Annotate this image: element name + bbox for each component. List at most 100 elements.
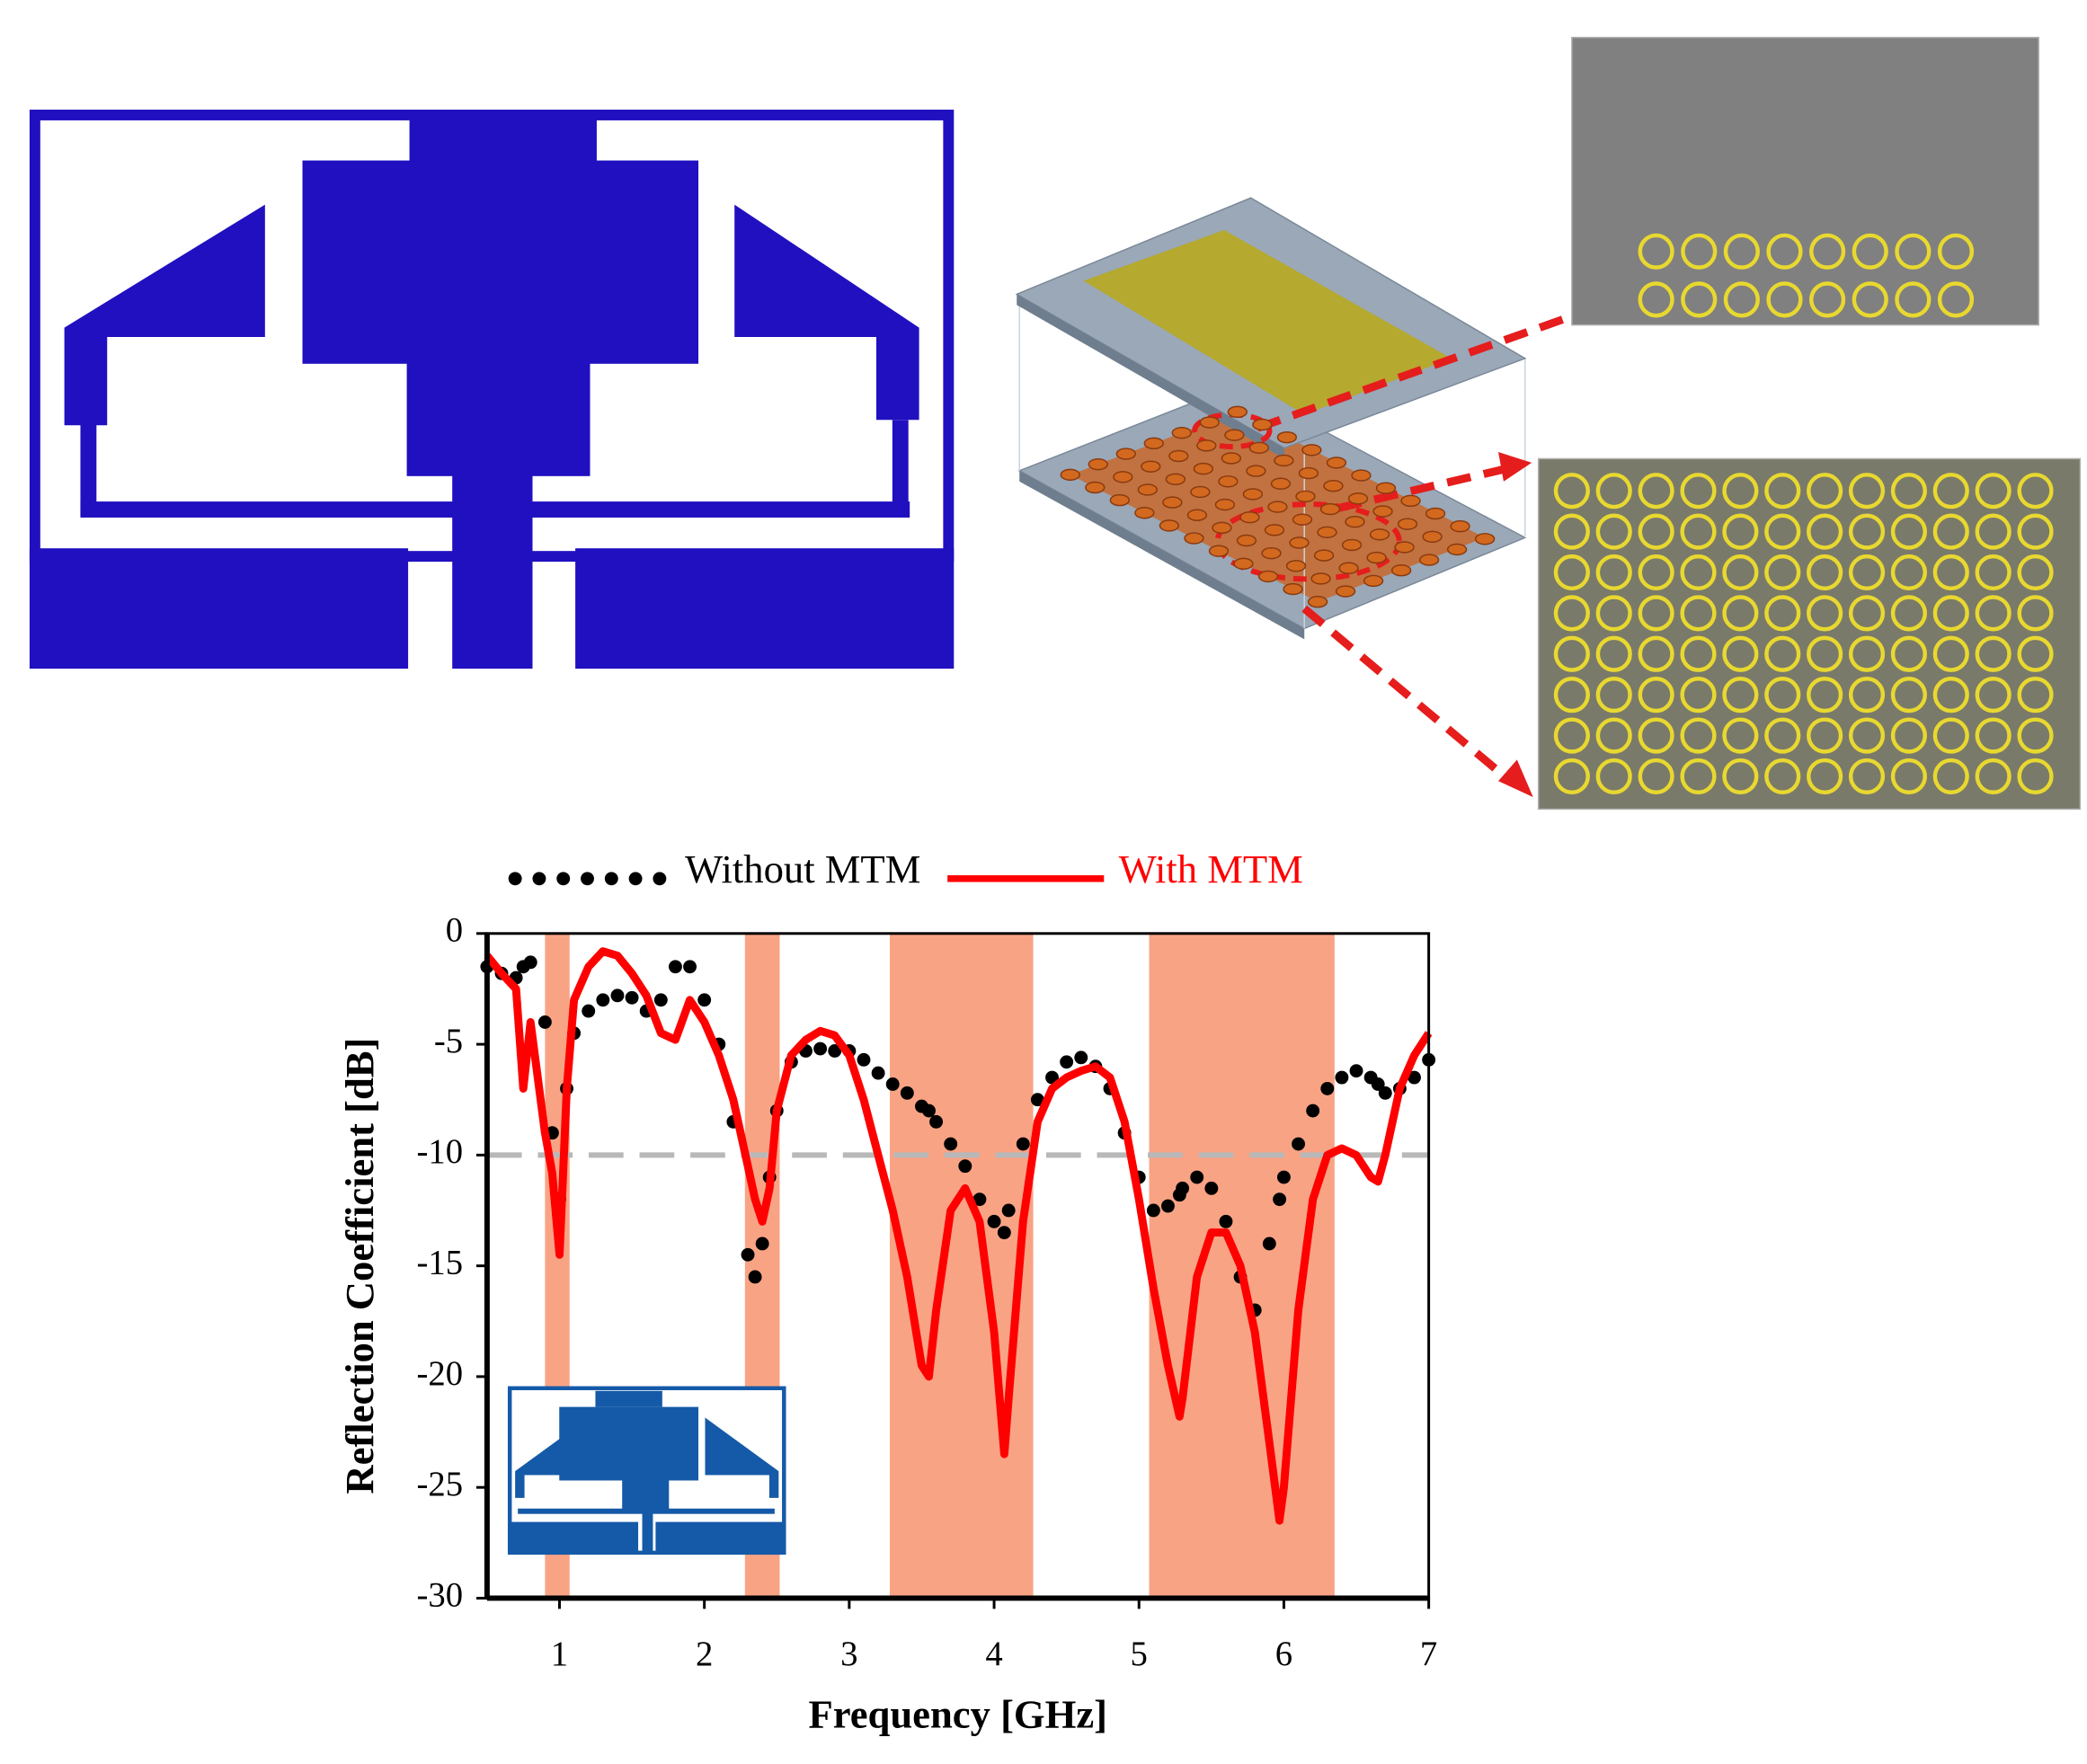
data-point	[922, 1104, 936, 1118]
unit-cell	[2017, 513, 2054, 550]
shaded-band	[889, 933, 1034, 1599]
data-point	[1408, 1070, 1421, 1085]
unit-cell	[1638, 758, 1674, 795]
unit-cell	[1890, 758, 1927, 795]
unit-cell	[1932, 513, 1969, 550]
unit-cell	[1680, 677, 1717, 714]
unit-cell	[1595, 758, 1632, 795]
y-axis-title: Reflection Coefficient [dB]	[337, 1038, 382, 1494]
unit-cell	[1239, 511, 1260, 524]
unit-cell	[1199, 416, 1220, 429]
unit-cell	[1369, 528, 1390, 541]
data-point	[1146, 1203, 1160, 1218]
x-tick-label: 6	[1275, 1635, 1292, 1673]
unit-cell	[1890, 677, 1927, 714]
unit-cell	[1890, 717, 1927, 754]
unit-cell	[1313, 549, 1335, 562]
unit-cell	[1390, 564, 1412, 577]
unit-cell	[1323, 480, 1344, 492]
unit-cell	[1375, 482, 1397, 494]
unit-cell	[1162, 496, 1183, 509]
data-point	[1219, 1214, 1233, 1228]
unit-cell	[1141, 460, 1161, 473]
unit-cell	[2017, 595, 2054, 632]
unit-cell	[1450, 519, 1470, 533]
unit-cell	[1060, 468, 1080, 482]
unit-cell	[1143, 437, 1164, 450]
data-point	[972, 1192, 987, 1207]
unit-cell	[1553, 758, 1590, 795]
legend-label: With MTM	[1119, 847, 1303, 891]
legend-label: Without MTM	[685, 847, 920, 891]
inset-antenna	[507, 1386, 786, 1556]
x-tick-label: 3	[840, 1635, 857, 1673]
data-point	[582, 1004, 596, 1018]
x-tick-label: 1	[551, 1635, 568, 1673]
unit-cell	[1764, 758, 1801, 795]
unit-cell	[1317, 526, 1337, 539]
unit-cell	[1638, 233, 1674, 270]
y-tick-label: -20	[417, 1355, 464, 1393]
unit-cell	[1257, 570, 1279, 583]
unit-cell	[1553, 554, 1590, 591]
unit-cell	[1932, 758, 1969, 795]
x-tick-label: 2	[696, 1635, 713, 1673]
unit-cell	[1446, 543, 1468, 556]
unit-cell	[1890, 635, 1927, 672]
unit-cell	[1193, 462, 1214, 475]
data-point	[748, 1270, 762, 1284]
y-tick-label: -25	[417, 1466, 464, 1503]
unit-cell	[1680, 717, 1717, 754]
unit-cell	[1326, 457, 1347, 469]
unit-cell	[1807, 717, 1843, 754]
unit-cell	[1764, 554, 1801, 591]
unit-cell	[1474, 533, 1496, 545]
unit-cell	[1289, 536, 1310, 549]
unit-cell	[1680, 554, 1717, 591]
unit-cell	[1366, 551, 1387, 564]
legend-swatch	[508, 872, 522, 886]
unit-cell	[1852, 233, 1888, 270]
unit-cell	[2017, 635, 2054, 672]
unit-cell	[1975, 595, 2012, 632]
unit-cell	[1638, 635, 1674, 672]
legend-swatch	[581, 872, 594, 886]
unit-cell	[1680, 635, 1717, 672]
unit-cell	[1115, 448, 1136, 460]
data-point	[828, 1044, 842, 1058]
unit-cell	[1848, 554, 1886, 591]
data-point	[1262, 1237, 1276, 1251]
data-point	[1190, 1170, 1204, 1184]
data-point	[1074, 1050, 1088, 1065]
data-point	[537, 1015, 552, 1029]
data-point	[1176, 1181, 1190, 1195]
unit-cell	[1638, 281, 1674, 318]
data-point	[885, 1077, 900, 1091]
unit-cell	[1723, 281, 1760, 318]
data-point	[900, 1086, 914, 1100]
unit-cell	[1764, 717, 1801, 754]
unit-cell	[1184, 532, 1204, 545]
data-point	[871, 1066, 885, 1080]
unit-cell	[1109, 493, 1130, 507]
unit-cell	[1218, 475, 1239, 488]
unit-cell	[1895, 281, 1932, 318]
unit-cell	[1553, 595, 1590, 632]
unit-cell	[1233, 557, 1254, 570]
unit-cell	[1975, 717, 2012, 754]
data-point	[987, 1214, 1001, 1228]
data-point	[741, 1247, 755, 1262]
unit-cell	[1425, 507, 1446, 520]
unit-cell	[1372, 505, 1393, 518]
unit-cell	[1722, 473, 1759, 510]
unit-cell	[1932, 677, 1969, 714]
data-point	[755, 1237, 769, 1251]
unit-cell	[1397, 518, 1418, 530]
unit-cell	[1680, 758, 1717, 795]
unit-cell	[1113, 471, 1133, 483]
unit-cell	[1638, 595, 1674, 632]
data-point	[1060, 1055, 1074, 1069]
unit-cell	[1267, 501, 1288, 513]
unit-cell	[1848, 595, 1886, 632]
unit-cell	[1723, 233, 1760, 270]
